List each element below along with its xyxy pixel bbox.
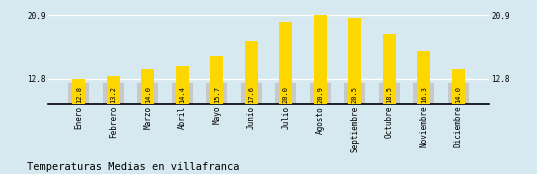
Text: 20.5: 20.5 [352, 86, 358, 103]
Text: 20.9: 20.9 [317, 86, 323, 103]
Text: 14.0: 14.0 [144, 86, 151, 103]
Bar [206, 82, 227, 104]
Bar [68, 82, 89, 104]
Bar [141, 69, 154, 104]
Bar [172, 82, 193, 104]
Bar [210, 56, 223, 104]
Bar [348, 18, 361, 104]
Text: 20.0: 20.0 [283, 86, 289, 103]
Text: Temperaturas Medias en villafranca: Temperaturas Medias en villafranca [27, 162, 240, 172]
Text: 16.3: 16.3 [421, 86, 427, 103]
Bar [310, 82, 331, 104]
Bar [137, 82, 158, 104]
Bar [107, 76, 120, 104]
Bar [275, 82, 296, 104]
Text: 13.2: 13.2 [110, 86, 116, 103]
Text: 12.8: 12.8 [76, 86, 82, 103]
Bar [176, 66, 189, 104]
Bar [383, 34, 396, 104]
Bar [72, 79, 85, 104]
Text: 14.4: 14.4 [179, 86, 185, 103]
Text: 15.7: 15.7 [214, 86, 220, 103]
Text: 17.6: 17.6 [248, 86, 254, 103]
Bar [452, 69, 465, 104]
Bar [417, 51, 430, 104]
Bar [448, 82, 469, 104]
Bar [279, 22, 292, 104]
Text: 18.5: 18.5 [386, 86, 393, 103]
Bar [413, 82, 434, 104]
Bar [241, 82, 262, 104]
Bar [344, 82, 365, 104]
Bar [103, 82, 124, 104]
Bar [379, 82, 400, 104]
Text: 14.0: 14.0 [455, 86, 461, 103]
Bar [314, 15, 327, 104]
Bar [245, 41, 258, 104]
